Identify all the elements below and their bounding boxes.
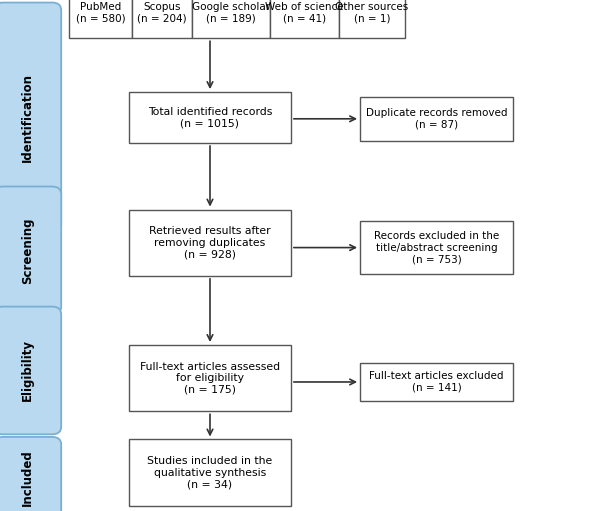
FancyBboxPatch shape — [0, 437, 61, 511]
Text: Total identified records
(n = 1015): Total identified records (n = 1015) — [148, 107, 272, 128]
FancyBboxPatch shape — [129, 210, 291, 276]
Text: Scopus
(n = 204): Scopus (n = 204) — [137, 2, 187, 24]
FancyBboxPatch shape — [339, 0, 405, 38]
FancyBboxPatch shape — [69, 0, 132, 38]
FancyBboxPatch shape — [129, 345, 291, 411]
FancyBboxPatch shape — [129, 92, 291, 143]
Text: Full-text articles excluded
(n = 141): Full-text articles excluded (n = 141) — [369, 371, 504, 393]
Text: Other sources
(n = 1): Other sources (n = 1) — [335, 2, 409, 24]
FancyBboxPatch shape — [360, 97, 513, 141]
Text: Screening: Screening — [21, 217, 34, 284]
FancyBboxPatch shape — [360, 221, 513, 274]
FancyBboxPatch shape — [0, 3, 61, 233]
Text: Web of science
(n = 41): Web of science (n = 41) — [265, 2, 344, 24]
Text: Full-text articles assessed
for eligibility
(n = 175): Full-text articles assessed for eligibil… — [140, 362, 280, 394]
FancyBboxPatch shape — [132, 0, 192, 38]
Text: PubMed
(n = 580): PubMed (n = 580) — [76, 2, 125, 24]
Text: Duplicate records removed
(n = 87): Duplicate records removed (n = 87) — [366, 108, 507, 130]
FancyBboxPatch shape — [360, 363, 513, 401]
FancyBboxPatch shape — [270, 0, 339, 38]
Text: Google scholar
(n = 189): Google scholar (n = 189) — [192, 2, 270, 24]
Text: Included: Included — [21, 449, 34, 506]
FancyBboxPatch shape — [0, 307, 61, 434]
FancyBboxPatch shape — [129, 439, 291, 506]
FancyBboxPatch shape — [192, 0, 270, 38]
FancyBboxPatch shape — [0, 187, 61, 314]
Text: Retrieved results after
removing duplicates
(n = 928): Retrieved results after removing duplica… — [149, 226, 271, 259]
Text: Studies included in the
qualitative synthesis
(n = 34): Studies included in the qualitative synt… — [148, 456, 272, 489]
Text: Identification: Identification — [21, 73, 34, 162]
Text: Eligibility: Eligibility — [21, 339, 34, 402]
Text: Records excluded in the
title/abstract screening
(n = 753): Records excluded in the title/abstract s… — [374, 231, 499, 264]
